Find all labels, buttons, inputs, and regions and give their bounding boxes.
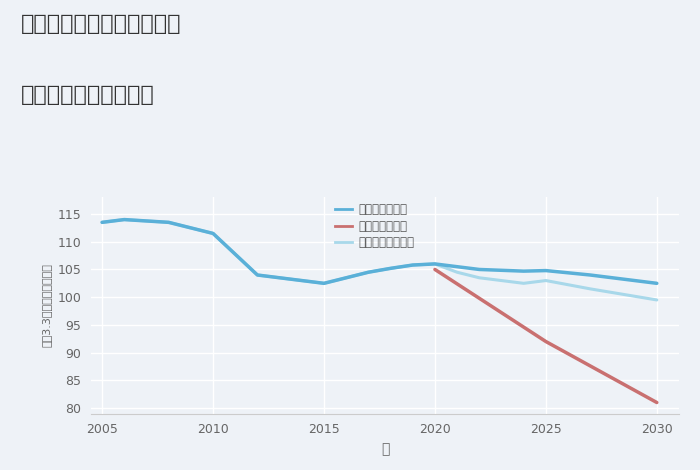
Y-axis label: 坪（3.3㎡）単価（万円）: 坪（3.3㎡）単価（万円） [42,264,52,347]
Text: 中古戸建ての価格推移: 中古戸建ての価格推移 [21,85,155,105]
Text: 神奈川県平塚市富士見町の: 神奈川県平塚市富士見町の [21,14,181,34]
X-axis label: 年: 年 [381,442,389,456]
Legend: グッドシナリオ, バッドシナリオ, ノーマルシナリオ: グッドシナリオ, バッドシナリオ, ノーマルシナリオ [335,204,414,250]
